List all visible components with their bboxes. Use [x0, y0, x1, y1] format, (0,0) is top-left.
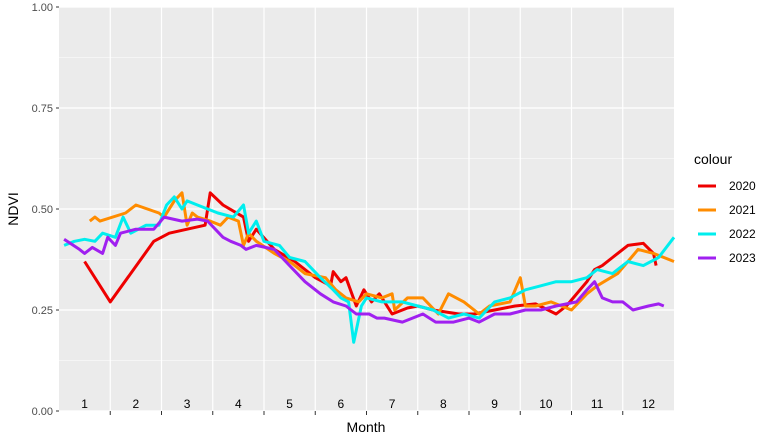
month-label: 9	[491, 397, 498, 411]
legend-label-2021: 2021	[729, 203, 756, 217]
legend-label-2022: 2022	[729, 227, 756, 241]
month-label: 4	[235, 397, 242, 411]
series-line-2022	[63, 195, 676, 344]
series-line-2021	[88, 191, 675, 316]
month-label: 6	[338, 397, 345, 411]
month-label: 7	[389, 397, 396, 411]
month-label: 12	[642, 397, 656, 411]
series-line-2023	[63, 215, 665, 324]
month-label: 5	[286, 397, 293, 411]
y-tick-label: 1.00	[32, 2, 53, 14]
month-label: 3	[184, 397, 191, 411]
month-label: 10	[539, 397, 553, 411]
month-label: 8	[440, 397, 447, 411]
y-tick-label: 0.25	[32, 305, 53, 317]
legend-label-2023: 2023	[729, 251, 756, 265]
legend: colour 2020 2021 2022 2023	[694, 151, 756, 265]
grid-major	[59, 6, 674, 412]
y-tick-label: 0.50	[32, 204, 53, 216]
legend-title: colour	[694, 151, 732, 167]
y-tick-label: 0.00	[32, 406, 53, 418]
series-line-2020	[83, 191, 658, 316]
y-axis-title: NDVI	[5, 192, 21, 225]
y-tick-label: 0.75	[32, 103, 53, 115]
legend-label-2020: 2020	[729, 179, 756, 193]
month-label: 1	[81, 397, 88, 411]
x-axis-title: Month	[347, 419, 386, 435]
month-label: 2	[133, 397, 140, 411]
series-lines	[63, 191, 676, 344]
y-axis: 0.00 0.25 0.50 0.75 1.00	[32, 2, 59, 418]
month-label: 11	[591, 397, 604, 411]
x-axis	[109, 411, 624, 415]
month-labels: 1 2 3 4 5 6 7 8 9 10 11 12	[81, 397, 655, 411]
